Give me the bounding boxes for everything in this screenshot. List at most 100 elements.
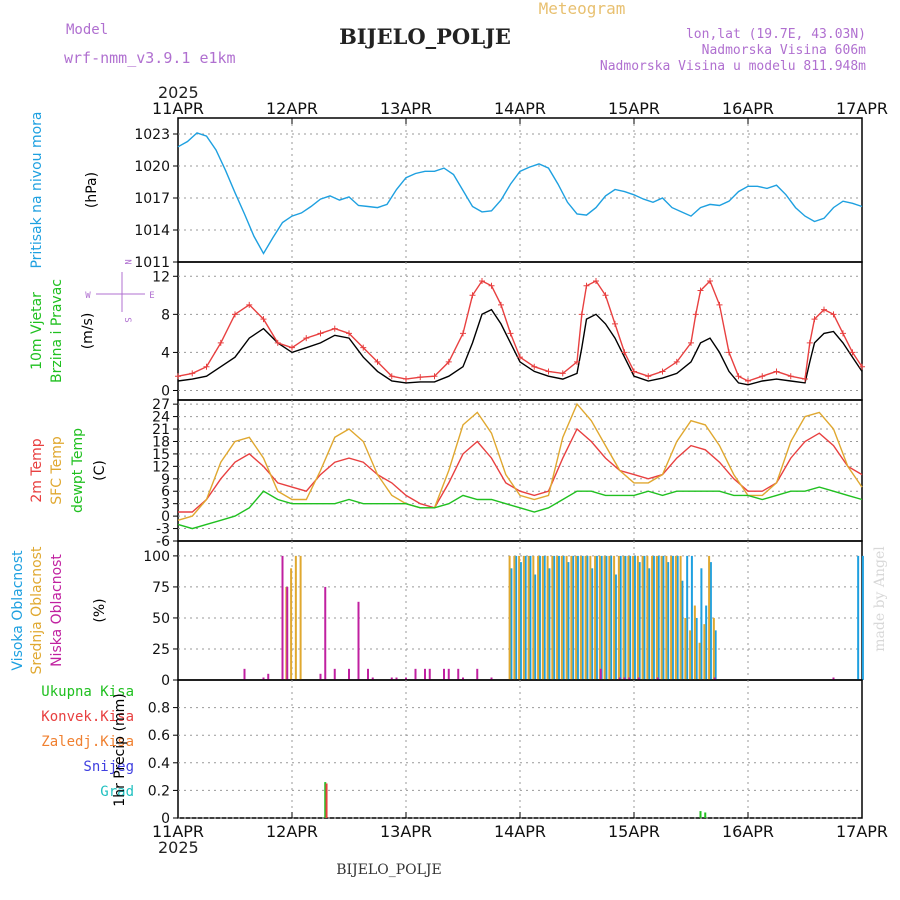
cloud-ytick-label: 75 [152,580,170,596]
temperature-ytick-label: -6 [156,534,170,550]
cloud-bar [632,555,635,680]
cloud-bar [510,568,513,680]
wind-gust-marker [692,311,699,318]
cloud-axis-label: Niska Oblacnost [49,554,65,667]
wind-gust-marker [593,278,599,285]
cloud-bar [556,555,559,680]
x-tick-label-bottom: 13APR [380,822,432,841]
pressure-series-0-line [177,132,863,255]
cloud-bar [605,555,608,680]
cloud-bar [622,555,625,680]
cloud-ytick-label: 25 [152,642,170,658]
cloud-bar [857,555,860,680]
footer-title: BIJELO_POLJE [336,862,441,878]
wind-gust-marker [388,373,395,380]
cloud-bar [490,677,493,680]
cloud-bar [627,555,630,680]
cloud-bar [638,562,641,680]
temperature-series-2-line [177,486,863,530]
precip-bar [324,782,327,818]
cloud-bar [703,624,706,680]
temperature-ytick-label: 15 [152,447,170,463]
precip-ytick-label: 0.6 [148,728,170,744]
wind-gust-marker [697,287,704,294]
cloud-bar [560,555,563,680]
cloud-bar [598,555,601,680]
cloud-bar [636,555,639,680]
cloud-bar [534,574,537,680]
cloud-bar [623,677,626,680]
cloud-bar [527,555,530,680]
cloud-bar [522,555,525,680]
cloud-bar [348,668,350,680]
cloud-bar [624,555,627,680]
cloud-bar [665,555,668,680]
x-tick-label-top: 15APR [608,99,660,118]
compass-north-label: N [122,259,132,264]
coords-label: lon,lat (19.7E, 43.03N) [686,27,866,42]
cloud-bar [712,617,715,680]
wind-gust-marker [583,282,590,289]
wind-gust-marker [735,373,742,380]
cloud-bar [681,580,684,680]
wind-gust-marker [645,373,652,380]
precip-bar [325,783,328,818]
cloud-bar [686,555,689,680]
cloud-bar [548,568,551,680]
wind-frame [177,261,863,401]
wind-gust-marker [811,316,818,323]
cloud-bar [595,555,598,680]
temperature-ytick-label: 21 [152,422,170,438]
cloud-bar [447,668,450,680]
cloud-bar [319,673,322,680]
cloud-bar [633,555,636,680]
x-tick-label-bottom: 17APR [836,822,888,841]
cloud-bar [586,555,589,680]
precip-legend-label: Konvek.Kisa [41,709,134,725]
pressure-ytick-label: 1020 [134,159,170,175]
cloud-bar [424,668,426,680]
cloud-bar [570,555,573,680]
wind-gust-marker [403,376,409,383]
wind-axis-label: 10m Vjetar [29,292,45,370]
temperature-axis-label: dewpt Temp [70,428,86,513]
cloud-axis-label: Srednja Oblacnost [29,546,45,674]
wind-gust-marker [498,301,504,308]
precip-frame [177,679,863,819]
cloud-bar [656,677,659,680]
cloud-bar [594,555,597,680]
cloud-bar [290,568,293,680]
cloud-bar [267,673,270,680]
cloud-bar [643,555,646,680]
wind-gust-marker [303,335,310,342]
page-title: BIJELO_POLJE [339,24,511,49]
cloud-bar [519,562,522,680]
precip-legend-label: Snijeg [83,759,134,775]
cloud-bar [695,617,698,680]
cloud-bar [689,630,692,680]
temperature-ytick-label: 12 [152,459,170,475]
wind-gust-marker [707,278,713,285]
x-tick-label-top: 13APR [380,99,432,118]
x-tick-label-top: 12APR [266,99,318,118]
wind-gust-marker [460,330,466,337]
wind-gust-marker [688,339,694,346]
cloud-bar [513,555,516,680]
x-tick-label-bottom: 16APR [722,822,774,841]
cloud-ytick-label: 50 [152,611,170,627]
page-subtitle: Meteogram [539,0,626,18]
wind-compass: N W E S [85,259,154,322]
pressure-axis-label: Pritisak na nivou mora [29,111,45,268]
model-label: Model [66,22,108,38]
cloud-bar [567,562,570,680]
x-tick-label-bottom: 11APR [152,822,204,841]
precip-unit-label: 1hr Precip (mm) [112,693,128,806]
cloud-bar [713,677,716,680]
wind-gust-marker [246,301,253,308]
wind-gust-marker [317,330,324,337]
cloud-bar [371,677,374,680]
wind-ytick-label: 0 [161,383,170,399]
cloud-bar [395,677,398,680]
cloud-bar [603,555,606,680]
cloud-bar [657,555,660,680]
